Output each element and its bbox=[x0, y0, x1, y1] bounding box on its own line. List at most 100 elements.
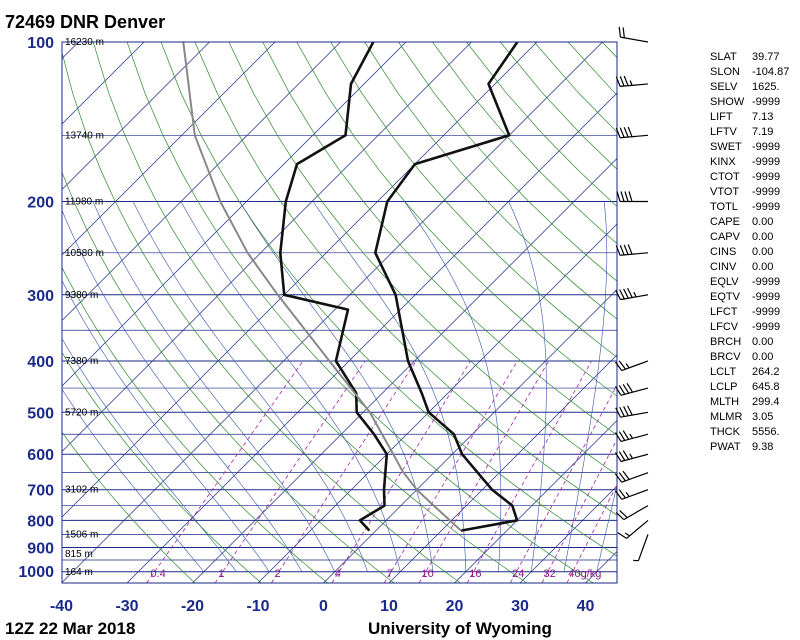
index-value: 0.00 bbox=[752, 246, 774, 258]
barb-flag bbox=[618, 360, 626, 370]
mixing-ratio-label: 24 bbox=[512, 568, 524, 580]
pressure-tick-label: 100 bbox=[27, 35, 54, 52]
wind-barb bbox=[614, 489, 649, 500]
index-name: CAPV bbox=[710, 231, 740, 243]
index-value: 0.00 bbox=[752, 261, 774, 273]
barb-staff bbox=[620, 387, 649, 396]
moist-adiabat bbox=[508, 201, 547, 572]
barb-flag bbox=[614, 490, 623, 500]
index-value: -9999 bbox=[752, 276, 781, 288]
wind-barb bbox=[618, 26, 649, 43]
index-name: SWET bbox=[710, 141, 742, 153]
index-name: PWAT bbox=[710, 441, 741, 453]
wind-barb bbox=[614, 382, 649, 396]
index-value: -9999 bbox=[752, 291, 781, 303]
barb-staff bbox=[620, 411, 649, 418]
height-label: 164 m bbox=[65, 567, 93, 578]
isotherm-line bbox=[62, 42, 407, 387]
index-name: CTOT bbox=[710, 171, 740, 183]
temperature-profile bbox=[374, 42, 519, 532]
moist-adiabat bbox=[596, 484, 617, 572]
barb-flag bbox=[619, 127, 625, 138]
barb-flag bbox=[623, 75, 629, 86]
barb-staff bbox=[620, 294, 649, 301]
dry-adiabat bbox=[330, 42, 617, 358]
index-value: 645.8 bbox=[752, 381, 780, 393]
barb-staff bbox=[620, 252, 649, 256]
barb-flag bbox=[619, 406, 625, 417]
moist-adiabat bbox=[239, 201, 434, 572]
index-row: BRCV 0.00 bbox=[710, 350, 798, 365]
mixing-ratio-label: 1 bbox=[219, 568, 225, 580]
index-value: -104.87 bbox=[752, 66, 790, 78]
index-row: TOTL -9999 bbox=[710, 200, 798, 215]
index-value: 0.00 bbox=[752, 231, 774, 243]
dry-adiabat bbox=[62, 266, 328, 583]
barb-flag bbox=[627, 287, 633, 298]
barb-flag bbox=[615, 76, 621, 87]
pressure-tick-label: 200 bbox=[27, 194, 54, 211]
barb-flag bbox=[618, 26, 622, 38]
index-name: EQLV bbox=[710, 276, 739, 288]
mixing-ratio-label: 4 bbox=[335, 568, 341, 580]
index-row: CINS 0.00 bbox=[710, 245, 798, 260]
barb-flag bbox=[626, 382, 634, 393]
index-row: THCK 5556. bbox=[710, 425, 798, 440]
index-row: EQTV -9999 bbox=[710, 290, 798, 305]
barb-flag bbox=[624, 191, 629, 202]
index-row: LIFT 7.13 bbox=[710, 110, 798, 125]
wind-barb bbox=[615, 287, 649, 301]
pressure-tick-label: 500 bbox=[27, 405, 54, 422]
sounding-indices-table: SLAT 39.77 SLON -104.87 SELV 1625. SHOW -9999 LI… bbox=[710, 50, 798, 455]
height-label: 10580 m bbox=[65, 248, 104, 259]
mixing-ratio-label: 40g/kg bbox=[568, 568, 601, 580]
temperature-tick-label: -40 bbox=[50, 598, 73, 615]
index-value: 0.00 bbox=[752, 351, 774, 363]
index-value: 264.2 bbox=[752, 366, 780, 378]
isotherm-line bbox=[62, 42, 276, 256]
height-label: 815 m bbox=[65, 549, 93, 560]
index-name: THCK bbox=[710, 426, 740, 438]
barb-staff bbox=[621, 489, 649, 500]
index-row: PWAT 9.38 bbox=[710, 440, 798, 455]
barb-staff bbox=[621, 360, 649, 372]
mixing-ratio-label: 32 bbox=[544, 568, 556, 580]
temperature-tick-label: -10 bbox=[246, 598, 269, 615]
isotherm-line bbox=[126, 92, 617, 583]
isotherm-line bbox=[257, 223, 617, 583]
index-value: 1625. bbox=[752, 81, 780, 93]
isotherm-line bbox=[192, 158, 617, 583]
barb-flag bbox=[628, 191, 633, 202]
index-name: LCLP bbox=[710, 381, 738, 393]
wind-barb bbox=[614, 470, 649, 483]
isotherm-line bbox=[0, 42, 13, 583]
pressure-tick-label: 800 bbox=[27, 513, 54, 530]
index-name: SELV bbox=[710, 81, 738, 93]
height-label: 1506 m bbox=[65, 529, 98, 540]
wind-barb bbox=[615, 75, 649, 87]
chart-title: 72469 DNR Denver bbox=[5, 12, 165, 32]
height-labels: 16230 m 13740 m 11980 m 10580 m 9380 m 7380 m… bbox=[65, 37, 104, 578]
height-label: 9380 m bbox=[65, 290, 98, 301]
barb-staff bbox=[620, 134, 649, 139]
barb-flag bbox=[614, 452, 622, 462]
wind-barb bbox=[615, 405, 649, 418]
mixing-ratio-label: 10 bbox=[421, 568, 433, 580]
height-label: 7380 m bbox=[65, 356, 98, 367]
mixing-ratio-line bbox=[541, 438, 617, 583]
temperature-tick-label: -30 bbox=[115, 598, 138, 615]
height-label: 13740 m bbox=[65, 130, 104, 141]
barb-flag bbox=[619, 76, 625, 87]
barb-flag bbox=[617, 532, 627, 539]
barb-flag bbox=[619, 509, 628, 519]
parcel-path bbox=[182, 42, 462, 532]
wind-barb bbox=[616, 191, 648, 203]
barb-flag bbox=[619, 289, 625, 300]
mixing-ratio-label: 0.4 bbox=[150, 568, 165, 580]
mixing-ratio-line bbox=[214, 360, 366, 583]
index-value: 0.00 bbox=[752, 336, 774, 348]
barb-flag bbox=[627, 244, 633, 255]
index-name: EQTV bbox=[710, 291, 740, 303]
wind-barb bbox=[615, 126, 649, 139]
barb-flag bbox=[618, 472, 626, 482]
